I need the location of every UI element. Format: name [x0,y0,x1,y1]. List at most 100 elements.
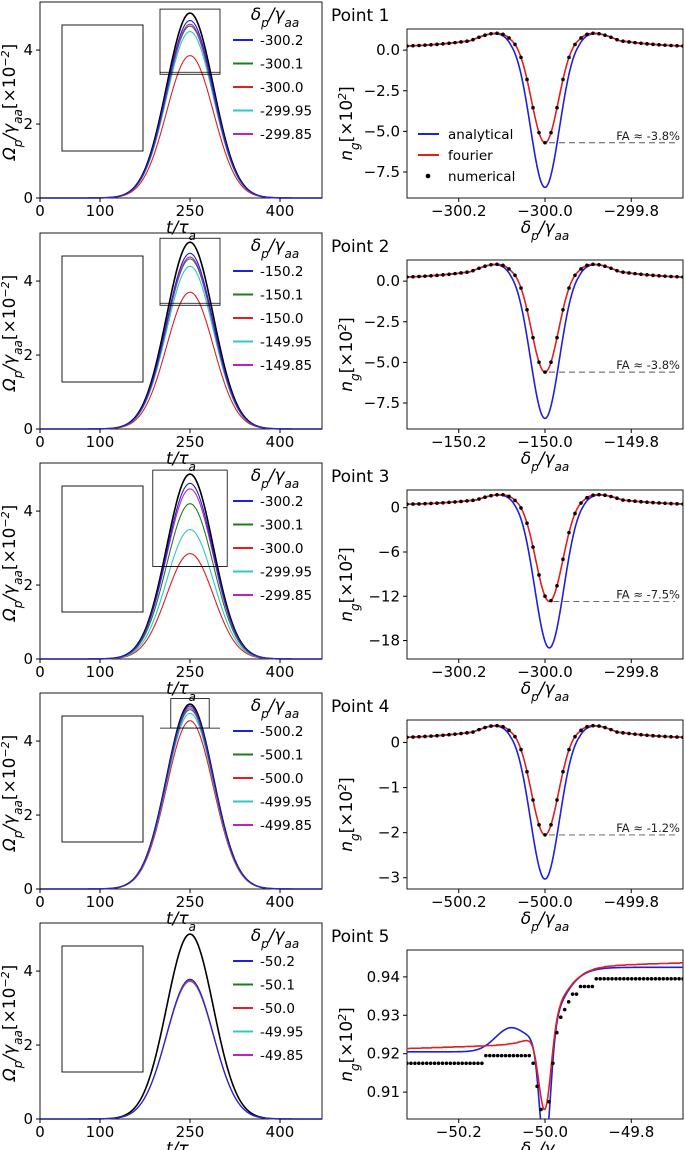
numerical-point [471,730,475,734]
numerical-point [525,521,529,525]
numerical-point [519,747,523,752]
numerical-point [579,36,583,40]
legend-label--300.0: -300.0 [260,80,304,96]
legend-label--300.0: -300.0 [260,541,304,557]
y-tick-label: −1 [378,779,400,797]
numerical-point [657,274,661,278]
y-tick-label: 0 [23,189,33,207]
x-tick-label: −300.0 [517,202,573,220]
numerical-point [681,735,683,740]
numerical-point [531,1061,535,1066]
numerical-point [649,977,654,981]
y-tick-label: 2 [23,576,33,594]
numerical-point [657,42,661,47]
legend-label--300.2: -300.2 [260,494,304,510]
numerical-point [513,734,517,739]
numerical-point [681,44,683,48]
numerical-point [523,1053,528,1058]
numerical-point [539,1107,543,1112]
y-tick-label: 0 [23,1110,33,1128]
numerical-point [567,286,571,290]
numerical-point [511,1053,516,1058]
numerical-point [615,730,619,734]
fa-annotation: FA ≈ -3.8% [616,129,680,143]
numerical-point [525,769,529,774]
numerical-point [413,1061,417,1066]
numerical-point [440,1061,445,1066]
numerical-point [651,42,655,47]
numerical-point [639,499,643,504]
y-axis-label: ng[×102] [336,1007,363,1082]
numerical-point [566,1000,571,1004]
numerical-point [591,262,595,267]
legend-label-numerical: numerical [448,169,515,185]
numerical-point [456,1061,461,1066]
plot-frame [39,462,323,660]
numerical-point [627,498,631,503]
numerical-point [558,1015,563,1020]
x-axis-label: t/τa [166,909,196,934]
numerical-point [591,493,595,497]
numerical-point [432,1061,437,1066]
numerical-point [645,273,649,277]
numerical-point [537,130,541,135]
legend-label--500.1: -500.1 [260,748,304,764]
numerical-point [441,500,445,505]
numerical-point [501,32,505,37]
numerical-point [417,734,421,739]
numerical-point [555,105,559,110]
numerical-point [527,1053,532,1058]
fourier-curve [407,961,683,1111]
x-tick-label: −499.8 [603,893,659,911]
pulse-curve--300.2 [40,19,322,199]
numerical-point [633,732,637,736]
numerical-point [639,272,643,277]
numerical-point [537,823,541,827]
numerical-point [661,977,666,981]
numerical-point [585,32,589,37]
x-tick-label: −500.0 [517,893,573,911]
numerical-point [411,735,415,739]
numerical-point [651,733,655,738]
numerical-point [488,1053,492,1058]
legend-label--49.85: -49.85 [260,1048,304,1064]
numerical-point [633,40,637,45]
x-axis-label: δp/γaa [521,218,570,243]
x-tick-label: 400 [266,893,295,911]
numerical-point [574,992,579,996]
numerical-point [501,724,505,729]
numerical-point [513,273,517,278]
numerical-point [519,1053,524,1058]
numerical-point [590,984,595,989]
y-tick-label: 4 [23,502,33,520]
numerical-point [669,734,673,739]
numerical-point [567,747,571,752]
y-tick-label: 0 [23,420,33,438]
legend-label--50.0: -50.0 [260,1001,295,1017]
x-tick-label: 250 [176,663,205,681]
numerical-point [627,271,631,275]
numerical-point [465,499,469,503]
inset-frame [61,945,144,1073]
numerical-point [483,495,487,500]
numerical-point [507,267,511,271]
numerical-point [645,42,649,46]
fourier-curve [407,493,683,603]
numerical-point [423,274,427,278]
plot-area [407,31,683,189]
y-tick-label: 0.0 [376,41,400,59]
numerical-point [591,31,595,36]
left-panel-4: 0 100 250 400 0 2 4 t/τa Ωp/γaa[×10−2] δp/γaa -500… [0,692,323,934]
numerical-point [459,731,463,736]
numerical-point [579,728,583,733]
legend-label-analytical: analytical [448,127,513,143]
numerical-point [618,977,622,981]
y-tick-label: 0 [23,650,33,668]
numerical-point [480,1061,484,1066]
numerical-point [609,266,613,271]
numerical-point [423,734,427,739]
x-tick-label: 400 [266,663,295,681]
numerical-point [673,977,677,981]
numerical-point [435,733,439,738]
y-axis-label: Ωp/γaa[×10−2] [0,735,25,853]
